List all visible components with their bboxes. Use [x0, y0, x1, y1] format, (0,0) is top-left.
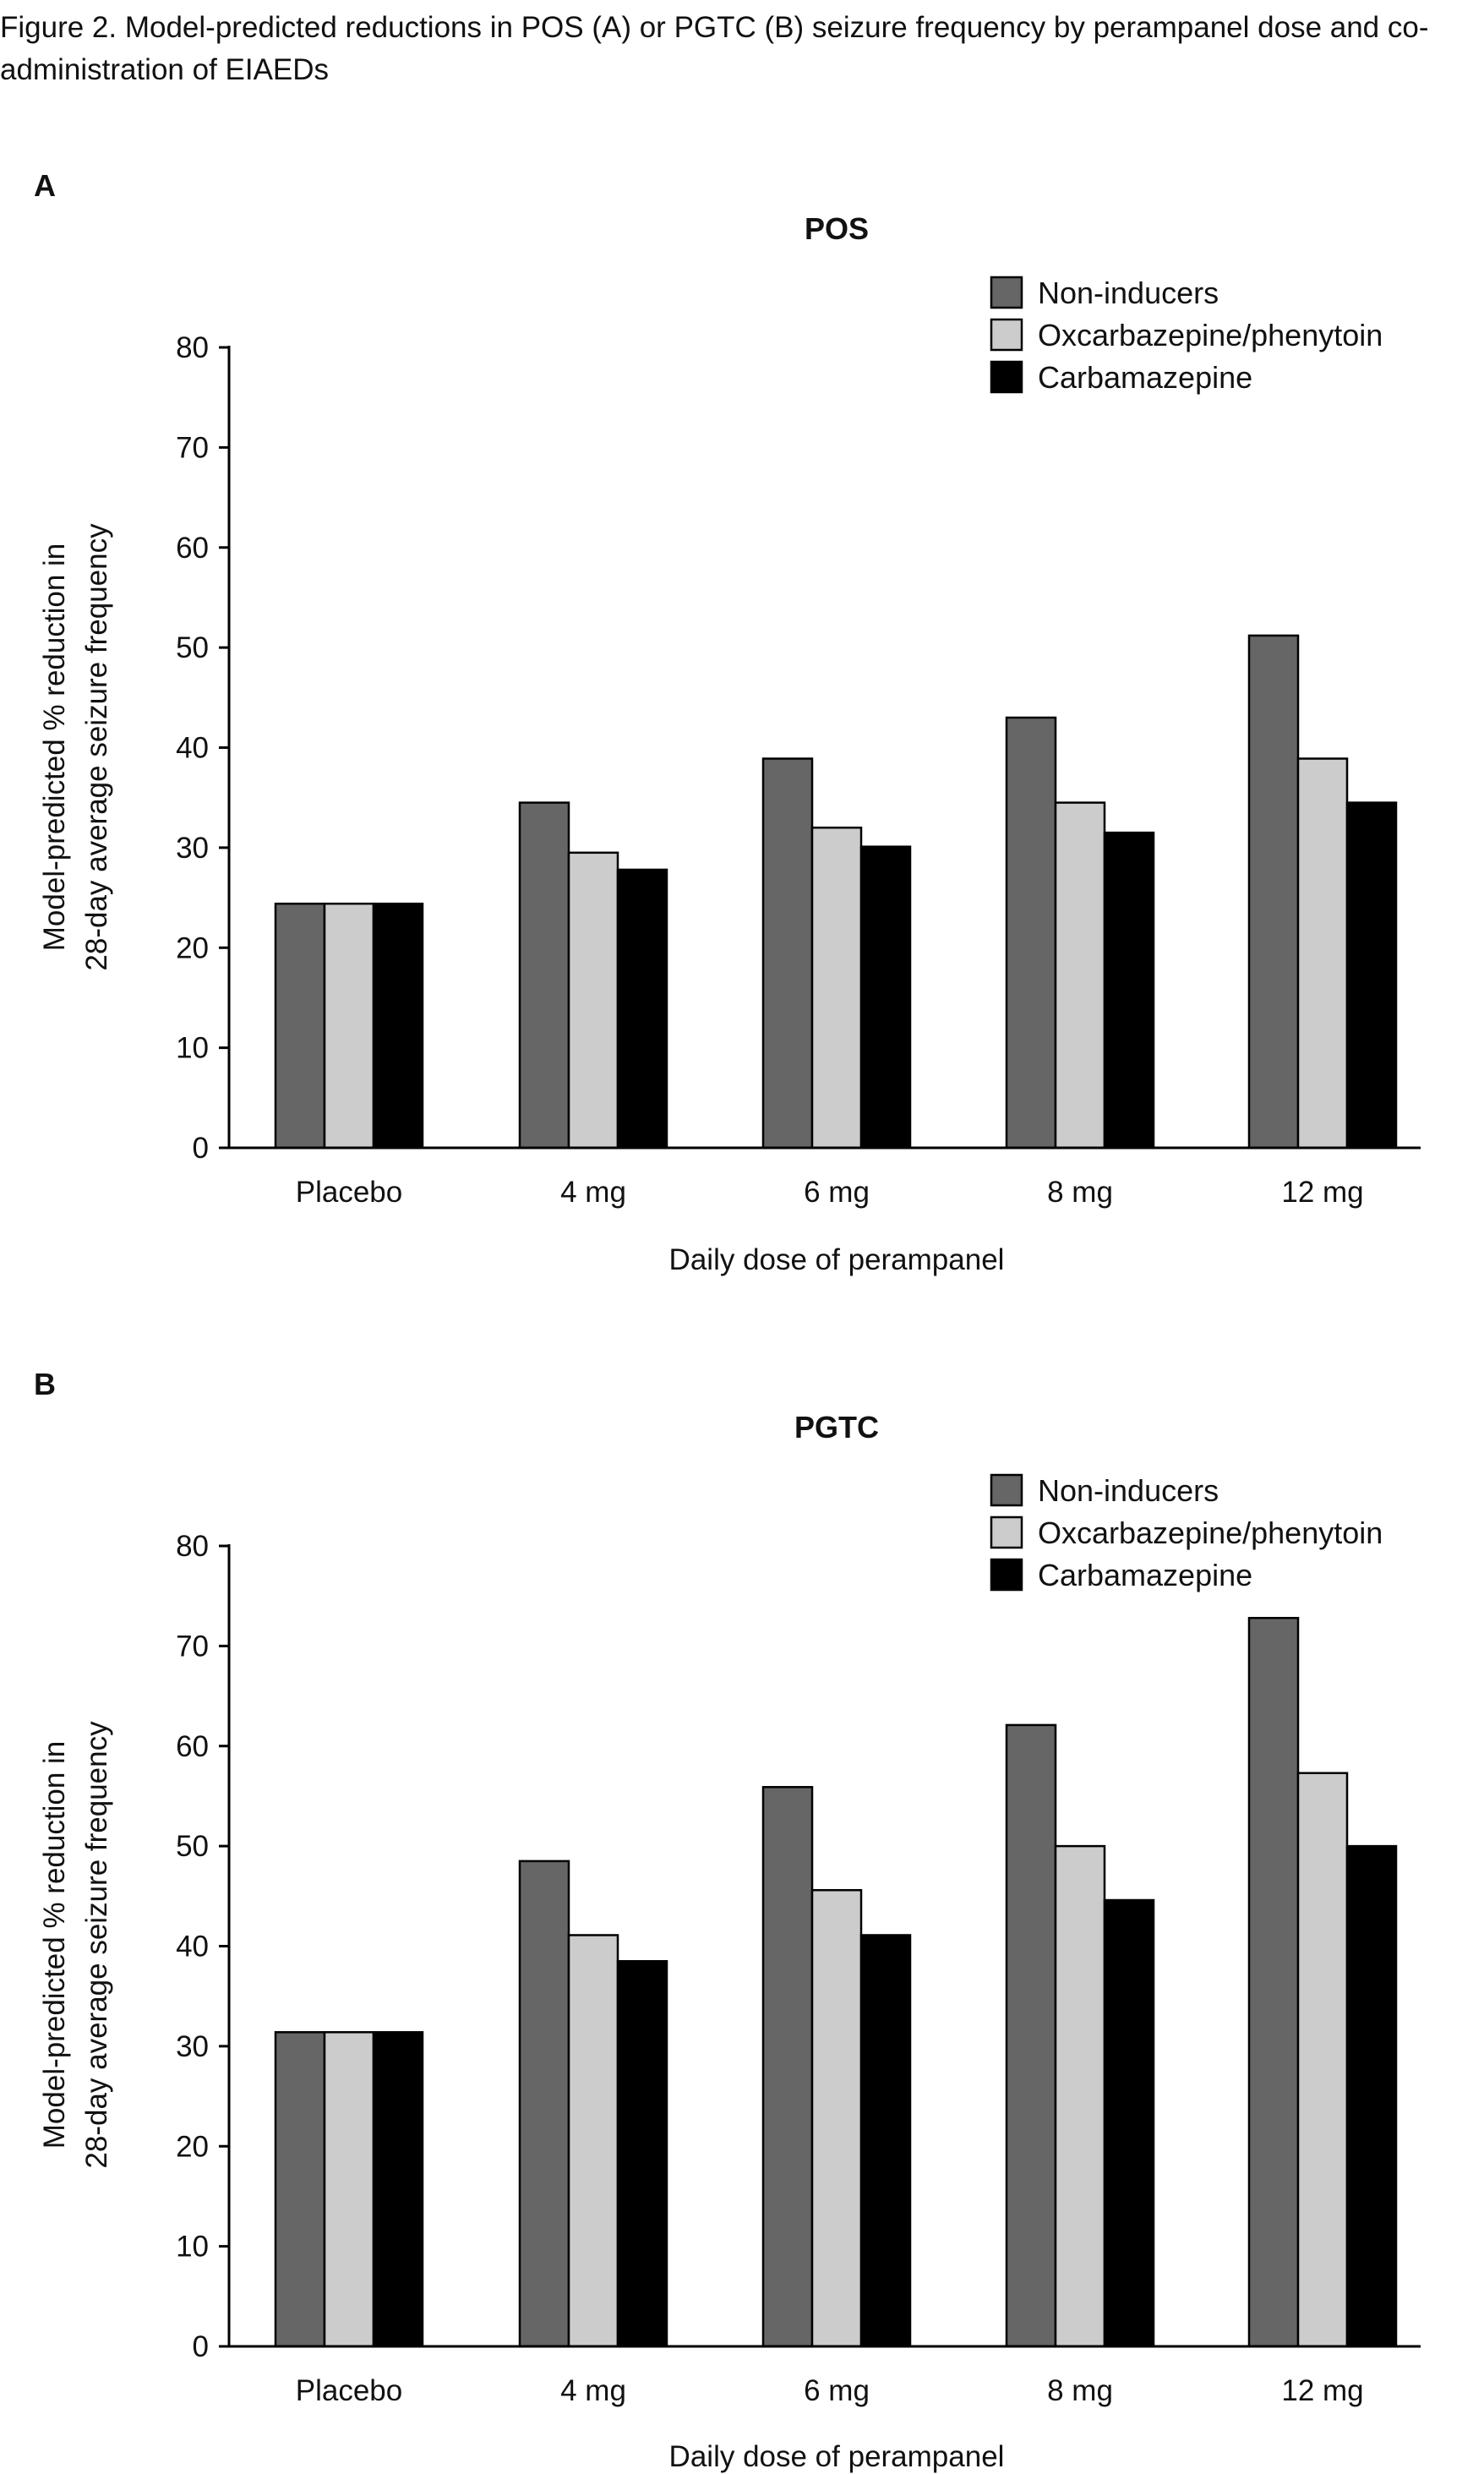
panel-b-x-tick-label: 12 mg — [1281, 2374, 1363, 2407]
panel-a-y-axis-label: Model-predicted % reduction in — [38, 543, 71, 951]
panel-a-bar — [274, 902, 326, 1150]
panel-b-x-tick-label: Placebo — [296, 2374, 402, 2407]
panel-a-bar — [1247, 634, 1300, 1150]
panel-a-bar — [372, 902, 424, 1150]
panel-a-title: POS — [805, 211, 869, 246]
panel-a-legend-label: Carbamazepine — [1038, 360, 1252, 395]
panel-b-bar — [1345, 1844, 1398, 2348]
panel-b-x-tick-label: 8 mg — [1047, 2374, 1113, 2407]
panel-b-bar — [323, 2031, 375, 2348]
panel-b-y-tick-label: 50 — [176, 1830, 209, 1863]
panel-a-letter: A — [34, 168, 56, 203]
panel-a-x-tick-label: 6 mg — [804, 1176, 870, 1209]
panel-b-bar — [567, 1934, 619, 2348]
panel-a-bar — [323, 902, 375, 1150]
panel-a-x-tick-label: 8 mg — [1047, 1176, 1113, 1209]
panel-b-legend-label: Carbamazepine — [1038, 1558, 1252, 1592]
panel-a-bar — [567, 851, 619, 1150]
panel-b-letter: B — [34, 1367, 56, 1401]
panel-a-y-tick-label: 60 — [176, 532, 209, 565]
panel-a-bar — [1005, 716, 1057, 1150]
panel-a-x-axis-label: Daily dose of perampanel — [669, 1243, 1005, 1276]
panel-b-y-tick-label: 40 — [176, 1931, 209, 1963]
panel-b-legend-label: Oxcarbazepine/phenytoin — [1038, 1516, 1383, 1550]
panel-a-legend-label: Oxcarbazepine/phenytoin — [1038, 318, 1383, 352]
panel-b-x-tick-label: 6 mg — [804, 2374, 870, 2407]
panel-b-y-tick-label: 20 — [176, 2130, 209, 2163]
panel-b-bar — [372, 2031, 424, 2348]
panel-a-legend-swatch — [990, 360, 1023, 394]
panel-a-y-tick-label: 80 — [176, 331, 209, 364]
panel-b-y-axis-label: Model-predicted % reduction in — [38, 1741, 71, 2149]
panel-a-legend-swatch — [990, 318, 1023, 352]
panel-b-bar — [1296, 1772, 1349, 2348]
panel-b-legend-swatch — [990, 1558, 1023, 1592]
panel-a-bar — [518, 801, 570, 1150]
panel-b-y-tick-label: 70 — [176, 1630, 209, 1663]
figure-caption: Figure 2. Model-predicted reductions in … — [0, 11, 1429, 86]
panel-b-legend-label: Non-inducers — [1038, 1473, 1219, 1508]
panel-b-bar — [1103, 1898, 1155, 2348]
panel-b-bar — [1247, 1616, 1300, 2348]
panel-a-y-tick-label: 70 — [176, 431, 209, 464]
panel-b-legend-swatch — [990, 1516, 1023, 1549]
panel-a-y-tick-label: 0 — [193, 1132, 209, 1165]
panel-b-y-tick-label: 30 — [176, 2030, 209, 2063]
panel-a-bar — [1345, 801, 1398, 1150]
panel-b-legend-swatch — [990, 1473, 1023, 1507]
panel-b-bar — [1054, 1844, 1106, 2348]
panel-b-bar — [761, 1786, 814, 2348]
panel-a-legend-label: Non-inducers — [1038, 276, 1219, 310]
panel-b-x-tick-label: 4 mg — [560, 2374, 626, 2407]
panel-a-bar — [1296, 757, 1349, 1150]
panel-a-y-tick-label: 40 — [176, 732, 209, 765]
panel-a-y-tick-label: 50 — [176, 631, 209, 664]
panel-a-x-tick-label: 4 mg — [560, 1176, 626, 1209]
panel-a-bar — [616, 868, 668, 1150]
panel-b-bar — [1005, 1723, 1057, 2348]
panel-a-legend-swatch — [990, 276, 1023, 309]
panel-a-bar — [761, 757, 814, 1150]
panel-b-bar — [810, 1888, 863, 2348]
panel-a-bar — [859, 845, 912, 1150]
panel-a-y-tick-label: 20 — [176, 931, 209, 964]
panel-a-y-tick-label: 30 — [176, 832, 209, 865]
panel-b-bar — [518, 1860, 570, 2348]
panel-a-x-tick-label: Placebo — [296, 1176, 402, 1209]
panel-b-y-tick-label: 60 — [176, 1730, 209, 1763]
panel-b-y-axis-label: 28-day average seizure frequency — [80, 1721, 113, 2169]
panel-a-bar — [1054, 801, 1106, 1150]
panel-b-y-tick-label: 10 — [176, 2231, 209, 2264]
panel-a-bar — [1103, 831, 1155, 1150]
panel-a-bar — [810, 826, 863, 1150]
panel-a-x-tick-label: 12 mg — [1281, 1176, 1363, 1209]
panel-a-y-tick-label: 10 — [176, 1032, 209, 1065]
panel-b-title: PGTC — [794, 1410, 879, 1445]
panel-b-bar — [859, 1934, 912, 2348]
panel-b-y-tick-label: 80 — [176, 1530, 209, 1563]
panel-b-bar — [616, 1960, 668, 2348]
panel-b-x-axis-label: Daily dose of perampanel — [669, 2440, 1005, 2473]
panel-b-y-tick-label: 0 — [193, 2330, 209, 2363]
panel-b-bar — [274, 2031, 326, 2348]
panel-a-y-axis-label: 28-day average seizure frequency — [80, 523, 113, 971]
